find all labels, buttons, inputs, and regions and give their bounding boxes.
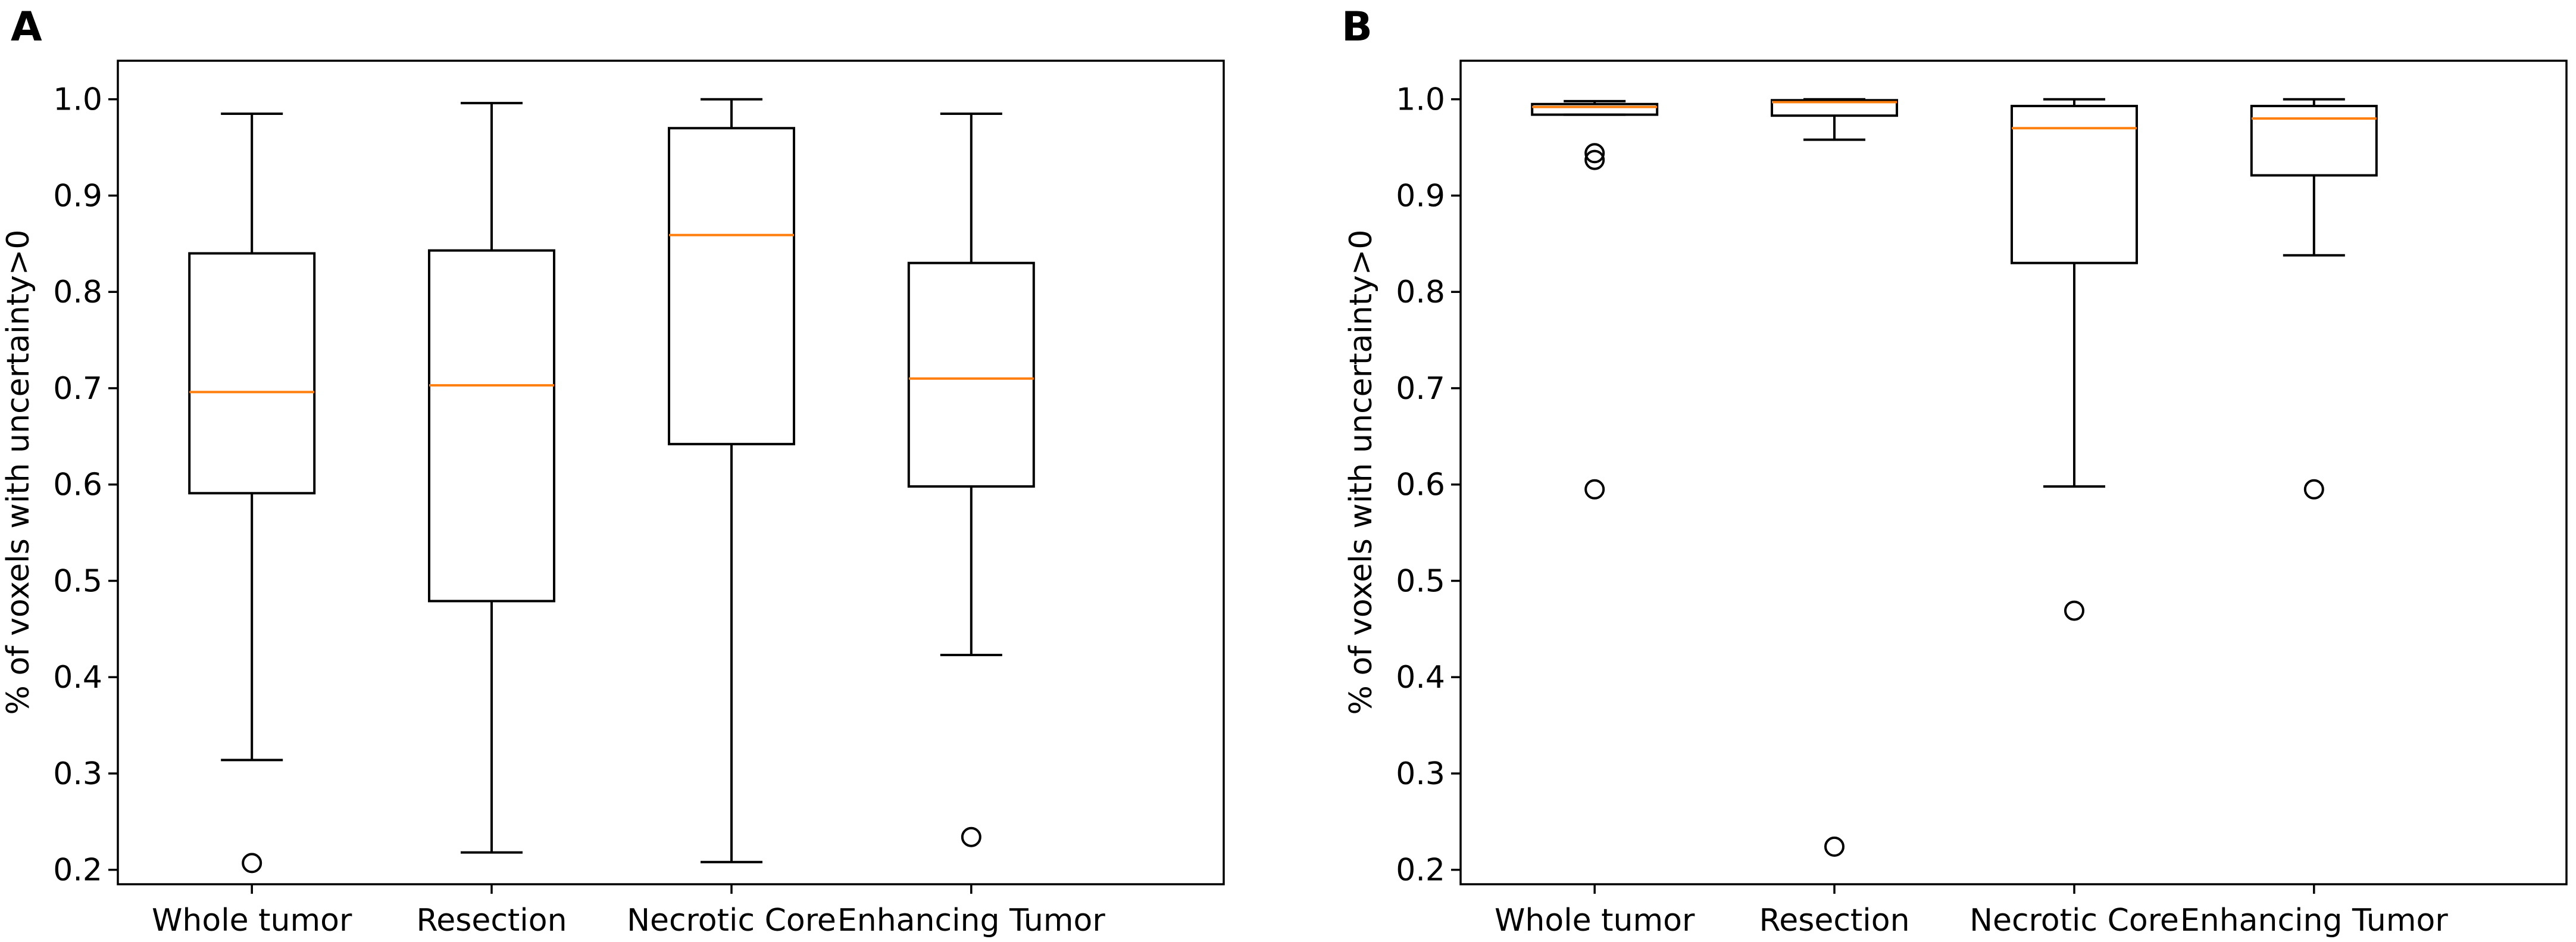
x-tick-label: Enhancing Tumor [837,903,1105,938]
y-tick-label: 1.0 [53,82,102,118]
box-whole-tumor [188,112,316,874]
box-enhancing-tumor [2250,98,2378,500]
box-iqr [1531,102,1659,116]
x-tick-label: Enhancing Tumor [2180,903,2448,938]
outlier-point [1584,143,1605,164]
panel-label: A [11,4,42,51]
box-iqr [668,127,796,445]
box-iqr [1771,99,1899,117]
outlier-point [242,853,262,874]
y-tick-label: 0.4 [53,660,102,695]
x-tick-label: Resection [416,903,567,938]
box-whole-tumor [1531,99,1659,500]
y-tick-label: 0.3 [53,756,102,792]
y-tick-label: 0.2 [53,853,102,888]
outlier-point [1584,479,1605,500]
y-tick-label: 0.3 [1396,756,1445,792]
panel-b: B % of voxels with uncertainty>0 0.20.30… [1342,4,2568,938]
boxes [1531,98,2378,857]
y-tick-label: 0.2 [1396,853,1445,888]
y-tick-label: 0.6 [53,467,102,503]
x-ticks: Whole tumor Resection Necrotic Core Enhanci… [1495,884,2448,938]
y-tick-label: 0.4 [1396,660,1445,695]
box-necrotic-core [2011,98,2139,621]
outlier-point [1824,836,1845,857]
y-tick-label: 0.8 [53,275,102,310]
x-ticks: Whole tumor Resection Necrotic Core Enhanci… [152,884,1105,938]
y-tick-label: 0.5 [53,563,102,599]
box-iqr [2011,105,2139,264]
box-enhancing-tumor [907,112,1035,847]
boxes [188,98,1035,874]
panel-label: B [1342,4,1373,51]
x-tick-label: Necrotic Core [1969,903,2179,938]
outlier-point [2303,479,2324,500]
y-tick-label: 0.9 [1396,178,1445,214]
x-tick-label: Whole tumor [1495,903,1695,938]
box-iqr [188,252,316,495]
box-resection [428,102,556,854]
outlier-point [961,826,981,847]
outlier-point [1584,149,1605,170]
panel-a: A % of voxels with uncertainty>0 0.20.30… [1,4,1225,938]
y-tick-label: 0.6 [1396,467,1445,503]
y-tick-label: 0.5 [1396,563,1445,599]
x-tick-label: Resection [1759,903,1909,938]
box-necrotic-core [668,98,796,863]
x-tick-label: Necrotic Core [627,903,836,938]
box-iqr [907,261,1035,488]
y-tick-label: 0.7 [1396,371,1445,407]
box-iqr [2250,105,2378,177]
outlier-point [2064,600,2085,621]
y-ticks: 0.2 0.3 0.4 0.5 0.6 0.7 0.8 0.9 1.0 [1396,82,1461,888]
box-iqr [428,249,556,603]
box-resection [1771,98,1899,857]
x-tick-label: Whole tumor [152,903,352,938]
y-tick-label: 0.9 [53,178,102,214]
y-axis-label: % of voxels with uncertainty>0 [1343,229,1379,715]
plot-area-frame [1459,60,2568,885]
plot-area-frame [117,60,1225,885]
y-axis-label: % of voxels with uncertainty>0 [1,229,36,715]
y-tick-label: 1.0 [1396,82,1445,118]
y-tick-label: 0.7 [53,371,102,407]
y-ticks: 0.2 0.3 0.4 0.5 0.6 0.7 0.8 0.9 1.0 [53,82,118,888]
y-tick-label: 0.8 [1396,275,1445,310]
